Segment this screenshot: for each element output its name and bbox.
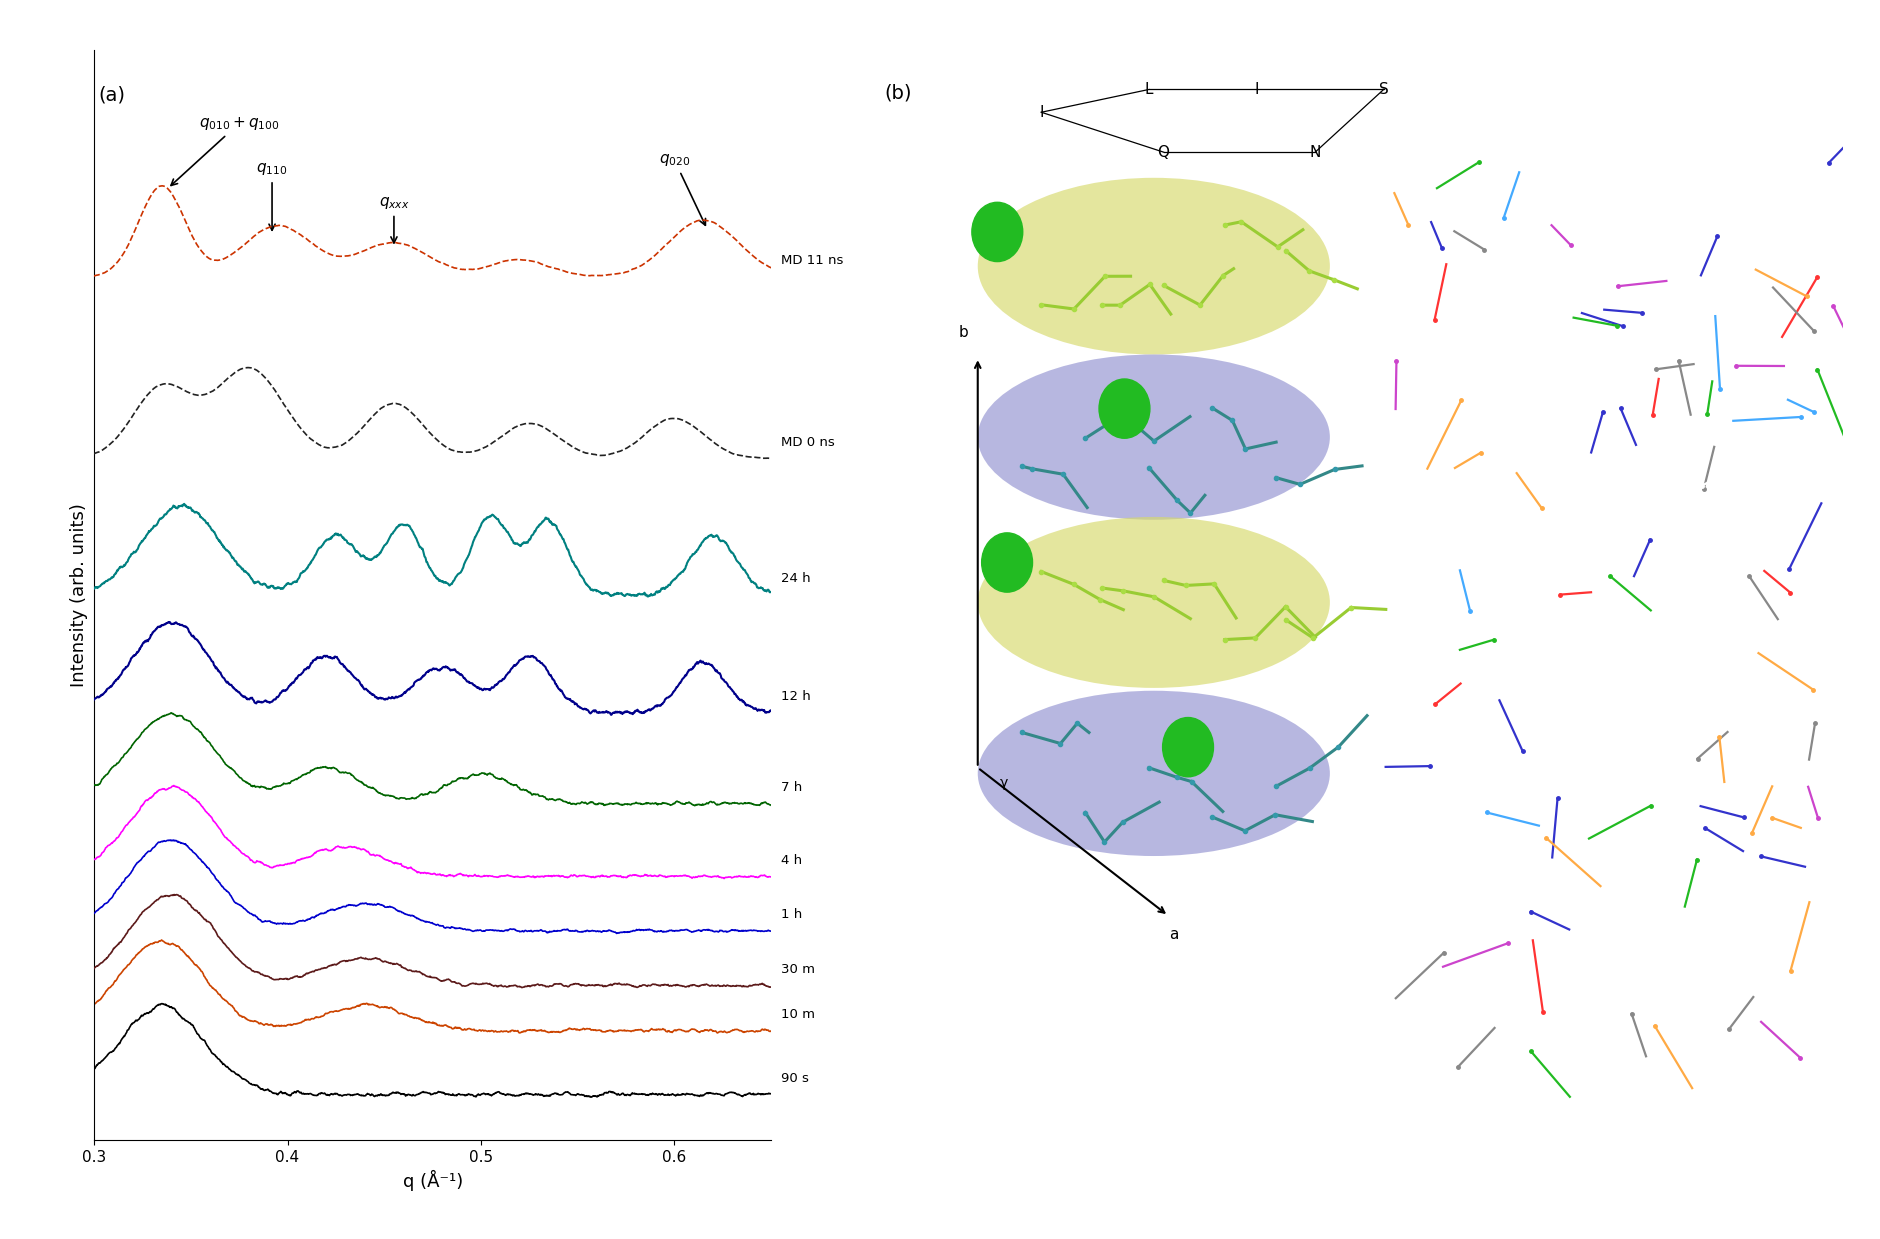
- Text: (b): (b): [884, 84, 912, 103]
- Text: 24 h: 24 h: [780, 572, 810, 585]
- Ellipse shape: [978, 517, 1329, 688]
- Text: 90 s: 90 s: [780, 1072, 808, 1084]
- Text: $q_{110}$: $q_{110}$: [256, 161, 288, 230]
- Text: MD 11 ns: MD 11 ns: [780, 254, 842, 266]
- Text: $q_{xxx}$: $q_{xxx}$: [378, 195, 410, 243]
- Text: MD 0 ns: MD 0 ns: [780, 436, 835, 449]
- Ellipse shape: [978, 354, 1329, 519]
- X-axis label: q (Å⁻¹): q (Å⁻¹): [402, 1170, 462, 1191]
- Text: b: b: [957, 325, 968, 341]
- Text: N: N: [1308, 145, 1320, 160]
- Circle shape: [981, 533, 1032, 592]
- Text: 12 h: 12 h: [780, 690, 810, 703]
- Text: γ: γ: [1000, 776, 1008, 790]
- Circle shape: [1162, 717, 1213, 777]
- Text: 7 h: 7 h: [780, 781, 801, 794]
- Text: $q_{010}+q_{100}$: $q_{010}+q_{100}$: [171, 115, 280, 186]
- Text: $q_{020}$: $q_{020}$: [658, 152, 705, 225]
- Ellipse shape: [978, 177, 1329, 354]
- Text: I: I: [1038, 105, 1043, 120]
- Y-axis label: Intensity (arb. units): Intensity (arb. units): [70, 503, 88, 686]
- Ellipse shape: [978, 691, 1329, 856]
- Text: Q: Q: [1156, 145, 1169, 160]
- Text: 10 m: 10 m: [780, 1009, 814, 1021]
- Text: L: L: [1145, 82, 1152, 97]
- Text: (a): (a): [98, 85, 124, 105]
- Text: S: S: [1378, 82, 1387, 97]
- Text: 1 h: 1 h: [780, 908, 801, 921]
- Circle shape: [972, 202, 1023, 261]
- Text: I: I: [1254, 82, 1258, 97]
- Circle shape: [1098, 379, 1149, 439]
- Text: 4 h: 4 h: [780, 854, 801, 866]
- Text: a: a: [1167, 927, 1177, 942]
- Text: 30 m: 30 m: [780, 963, 814, 975]
